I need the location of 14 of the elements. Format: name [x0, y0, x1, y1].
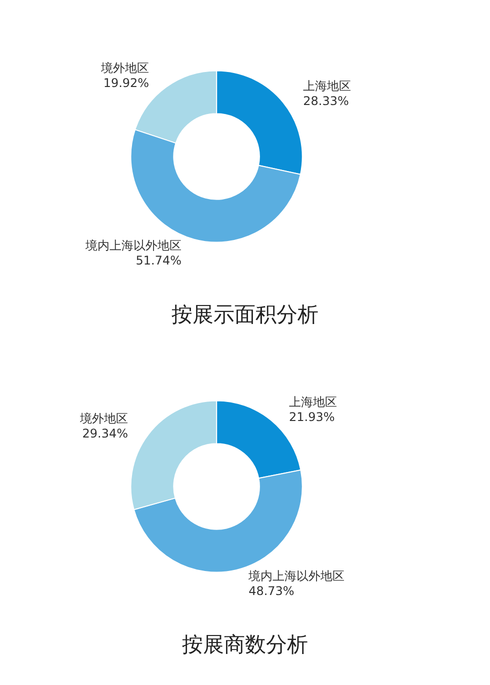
slice-label: 境外地区: [100, 61, 150, 76]
text: 按展商数分析: [182, 632, 308, 656]
slice-label: 境内上海以外地区: [84, 238, 182, 252]
slice-label: 境内上海以外地区: [248, 569, 345, 584]
data-label: 19.92%: [103, 76, 150, 90]
data-label: 21.93%: [289, 410, 335, 424]
slice-label: 上海地区: [289, 394, 338, 409]
slice-label: 上海地区: [303, 79, 352, 94]
data-label: 29.34%: [82, 426, 128, 441]
data-label: 28.33%: [303, 94, 349, 108]
slice-label: 境外地区: [79, 412, 128, 426]
data-label: 51.74%: [136, 253, 182, 268]
text: 按展示面积分析: [172, 302, 318, 326]
data-label: 48.73%: [248, 584, 294, 598]
